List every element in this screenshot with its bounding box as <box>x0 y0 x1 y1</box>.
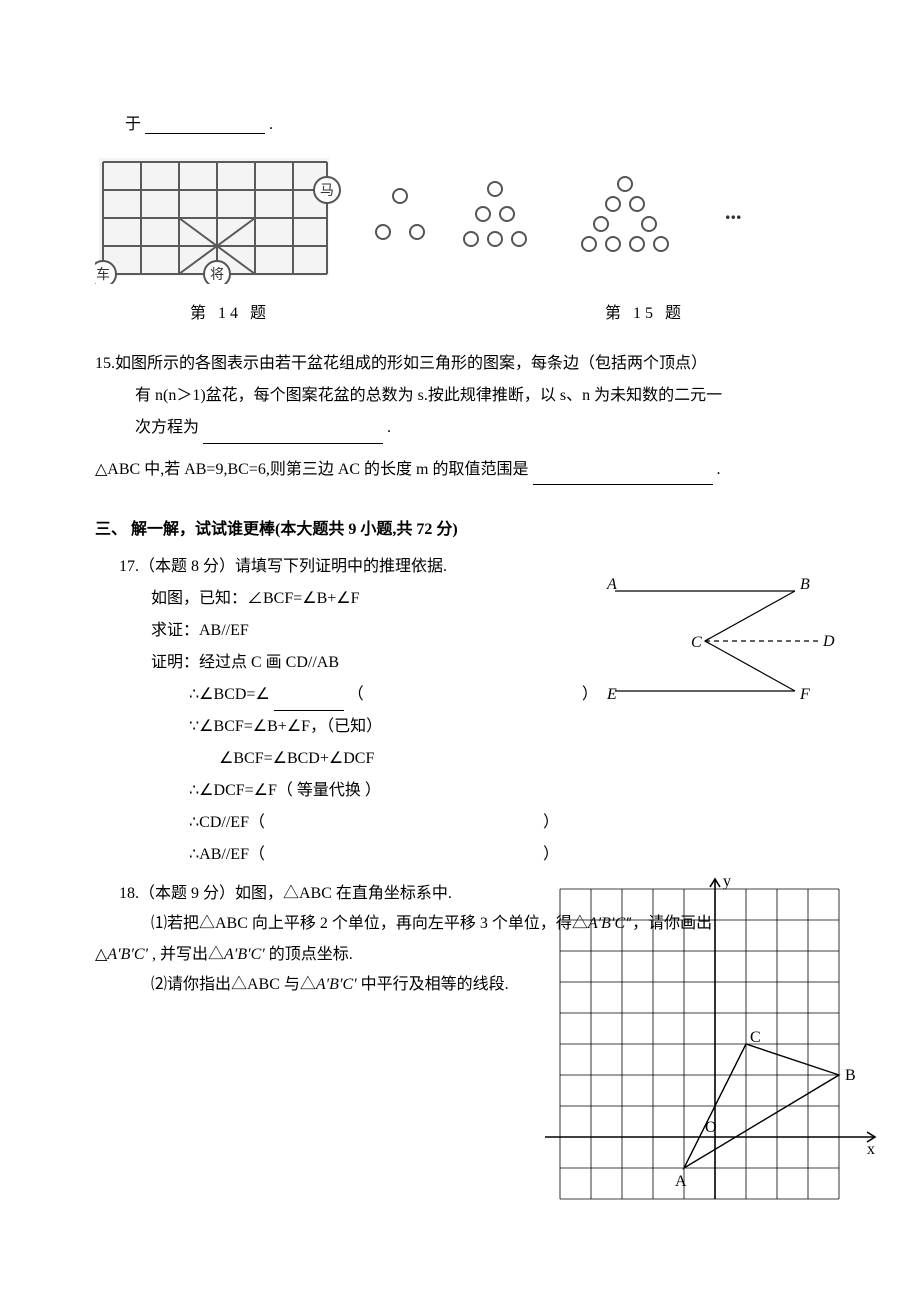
q18-lbl-A: A <box>675 1173 687 1190</box>
q17-l6: ∴AB//EF（ ） <box>119 839 825 871</box>
fig-caption-row: 第 14 题 第 15 题 <box>95 299 825 323</box>
ellipsis: ... <box>725 199 742 224</box>
q18-l2d: A′B′C′ <box>224 946 265 963</box>
q18-grid-svg: O x y A B C <box>545 874 885 1214</box>
q17: 17.（本题 8 分）请填写下列证明中的推理依据. 如图，已知：∠BCF=∠B+… <box>119 551 825 871</box>
q18-lbl-O: O <box>705 1119 717 1136</box>
q18-l3a: ⑵请你指出△ABC 与△ <box>151 976 316 993</box>
q17-lbl-A: A <box>606 576 617 593</box>
piece-jiang-label: 将 <box>210 267 224 283</box>
blank-top <box>145 116 265 134</box>
q15-line1: 15.如图所示的各图表示由若干盆花组成的形如三角形的图案，每条边（包括两个顶点） <box>95 348 825 380</box>
q17-lbl-B: B <box>800 576 810 593</box>
q17-l5-pre: ∴CD//EF（ <box>189 814 265 831</box>
q17-l4: ∴∠DCF=∠F（ 等量代换 ） <box>119 775 825 807</box>
q15: 15.如图所示的各图表示由若干盆花组成的形如三角形的图案，每条边（包括两个顶点）… <box>95 348 825 444</box>
section3-header: 三、 解一解，试试谁更棒(本大题共 9 小题,共 72 分) <box>95 515 825 539</box>
q17-l6-pre: ∴AB//EF（ <box>189 846 265 863</box>
q-abc-range: △ABC 中,若 AB=9,BC=6,则第三边 AC 的长度 m 的取值范围是 … <box>95 456 825 485</box>
q17-lbl-C: C <box>691 634 702 651</box>
q18-l3b: A′B′C′ <box>316 976 357 993</box>
q17-geom-svg: A B C D E F <box>595 571 835 711</box>
q18-l2a: △ <box>95 946 107 963</box>
q18-l2c: , 并写出△ <box>148 946 224 963</box>
qabc-prefix: △ABC 中,若 AB=9,BC=6,则第三边 AC 的长度 m 的取值范围是 <box>95 461 529 478</box>
figures-row: 马 车 将 <box>95 154 825 289</box>
fig14-svg: 马 车 将 <box>95 154 345 284</box>
q18-lbl-C: C <box>750 1029 761 1046</box>
q17-l5: ∴CD//EF（ ） <box>119 807 825 839</box>
blank-l1 <box>274 693 344 711</box>
q18: 18.（本题 9 分）如图，△ABC 在直角坐标系中. ⑴若把△ABC 向上平移… <box>95 879 825 1001</box>
q17-geom: A B C D E F <box>595 571 835 723</box>
blank-q15 <box>203 426 383 444</box>
blank-abc <box>533 467 713 485</box>
q15-line2: 有 n(n＞1)盆花，每个图案花盆的总数为 s.按此规律推断，以 s、n 为未知… <box>95 380 825 412</box>
q18-lbl-x: x <box>867 1141 875 1158</box>
q17-l1-pre: ∴∠BCD=∠ <box>189 686 270 703</box>
q17-l5-end: ） <box>543 814 559 831</box>
fig14-caption: 第 14 题 <box>95 299 365 323</box>
top-fragment-period: . <box>269 116 273 133</box>
q15-line3-prefix: 次方程为 <box>135 419 199 436</box>
q17-l6-end: ） <box>543 846 559 863</box>
q17-lbl-D: D <box>822 633 835 650</box>
fig15-container: ... <box>365 174 825 269</box>
q18-lbl-y: y <box>723 874 731 890</box>
q18-l2e: 的顶点坐标. <box>265 946 353 963</box>
top-fragment: 于 . <box>125 110 825 134</box>
q18-grid: O x y A B C <box>545 874 885 1225</box>
q18-lbl-B: B <box>845 1067 856 1084</box>
q17-l1-mid: （ <box>348 686 364 703</box>
top-fragment-prefix: 于 <box>125 116 141 133</box>
fig15-caption: 第 15 题 <box>365 299 825 323</box>
q15-line3: 次方程为 . <box>95 412 825 444</box>
q18-l2b: A′B′C′ <box>107 946 148 963</box>
q17-l3: ∠BCF=∠BCD+∠DCF <box>119 743 825 775</box>
q17-lbl-F: F <box>799 686 810 703</box>
piece-ma-label: 马 <box>320 183 334 199</box>
q18-l3c: 中平行及相等的线段. <box>357 976 509 993</box>
fig15-svg: ... <box>365 174 795 264</box>
fig14-container: 马 车 将 <box>95 154 365 289</box>
qabc-suffix: . <box>717 461 721 478</box>
piece-che-label: 车 <box>96 266 110 283</box>
q18-l1a: ⑴若把△ABC 向上平移 2 个单位，再向左平移 3 个单位，得△ <box>151 915 588 932</box>
q17-lbl-E: E <box>606 686 617 703</box>
q15-line3-suffix: . <box>387 419 391 436</box>
